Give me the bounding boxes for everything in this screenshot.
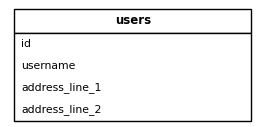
Bar [14,33,251,121]
Text: users: users [115,14,151,27]
Text: address_line_1: address_line_1 [21,82,102,93]
Text: username: username [21,61,75,71]
Bar [14,9,251,33]
Text: address_line_2: address_line_2 [21,104,102,115]
Text: id: id [21,39,31,49]
